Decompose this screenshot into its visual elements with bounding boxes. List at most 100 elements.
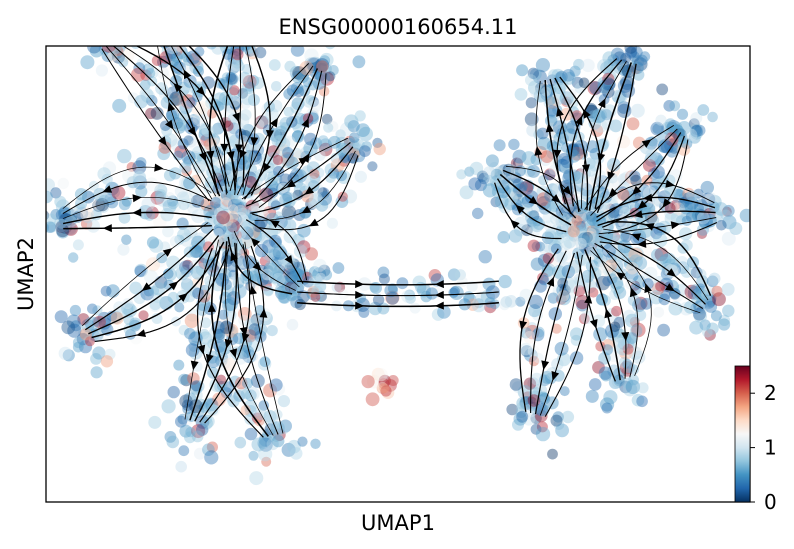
- cell-point: [688, 131, 701, 144]
- streamline-arrow: [434, 280, 444, 289]
- cell-point: [613, 374, 625, 387]
- cell-point: [621, 249, 632, 261]
- streamline-arrow: [607, 171, 616, 182]
- cell-point: [590, 229, 604, 243]
- streamline: [84, 228, 214, 331]
- cell-point: [179, 176, 192, 190]
- cell-point: [100, 355, 114, 368]
- cell-point: [166, 255, 181, 270]
- cell-point: [223, 205, 234, 216]
- streamline-arrow: [519, 320, 528, 331]
- cell-point: [147, 67, 159, 79]
- cell-point: [228, 199, 240, 211]
- cell-point: [179, 270, 192, 283]
- cell-point: [718, 318, 731, 331]
- cell-point: [552, 252, 566, 267]
- cell-point: [166, 2, 179, 15]
- cell-point: [179, 424, 193, 438]
- cell-point: [114, 22, 124, 32]
- cell-point: [659, 253, 672, 266]
- cell-point: [283, 106, 294, 117]
- cell-point: [46, 221, 56, 233]
- cell-point: [234, 198, 247, 211]
- cell-point: [587, 245, 599, 257]
- cell-point: [268, 222, 282, 236]
- cell-point: [379, 383, 390, 394]
- streamline: [188, 46, 245, 188]
- colorbar-tick-label: 0: [764, 490, 777, 514]
- streamline: [580, 60, 627, 209]
- cell-point: [546, 107, 558, 119]
- cell-point: [669, 124, 685, 139]
- streamline-arrow: [604, 308, 613, 319]
- streamline-arrow: [286, 179, 296, 188]
- cell-point: [231, 212, 243, 223]
- cell-point: [222, 192, 236, 206]
- cell-point: [660, 290, 671, 301]
- streamline: [252, 213, 308, 281]
- cell-point: [220, 192, 235, 207]
- cell-point: [56, 224, 69, 238]
- cell-point: [89, 46, 104, 58]
- cell-point: [509, 378, 523, 391]
- cell-point: [166, 46, 177, 55]
- cell-point: [609, 231, 620, 242]
- cell-point: [156, 23, 168, 35]
- cell-point: [174, 30, 187, 43]
- cell-point: [254, 115, 269, 130]
- cell-point: [525, 398, 538, 412]
- cell-point: [286, 84, 299, 97]
- cell-point: [323, 122, 334, 133]
- cell-point: [76, 332, 90, 346]
- cell-point: [361, 375, 375, 389]
- cell-point: [244, 427, 258, 441]
- cell-point: [316, 71, 331, 85]
- cell-point: [265, 107, 279, 122]
- cell-point: [540, 370, 554, 384]
- cell-point: [112, 98, 127, 113]
- cell-point: [245, 171, 257, 183]
- streamline-arrow: [197, 344, 206, 355]
- cell-point: [565, 239, 578, 253]
- cell-point: [259, 356, 271, 368]
- cell-point: [213, 328, 226, 341]
- cell-point: [220, 197, 232, 210]
- cell-point: [670, 288, 684, 303]
- cell-point: [537, 242, 550, 254]
- cell-point: [566, 230, 578, 242]
- cell-point: [58, 346, 72, 361]
- cell-point: [252, 219, 266, 233]
- cell-point: [718, 314, 731, 326]
- cell-point: [671, 121, 683, 132]
- streamline: [544, 80, 572, 214]
- cell-point: [454, 269, 466, 281]
- cell-point: [231, 209, 244, 221]
- cell-point: [213, 92, 227, 106]
- cell-point: [516, 402, 527, 413]
- cell-point: [100, 25, 110, 35]
- cell-point: [331, 300, 342, 312]
- cell-point: [576, 223, 588, 235]
- cell-point: [290, 101, 303, 114]
- cell-point: [614, 337, 628, 352]
- cell-point: [578, 218, 591, 232]
- cell-point: [552, 284, 567, 298]
- cell-point: [223, 227, 237, 242]
- cell-point: [134, 265, 147, 277]
- cell-point: [578, 232, 590, 245]
- cell-point: [321, 113, 333, 125]
- cell-point: [256, 153, 271, 168]
- cell-point: [625, 332, 638, 344]
- cell-point: [163, 17, 174, 28]
- cell-point: [107, 16, 121, 30]
- cell-point: [227, 395, 240, 408]
- streamline: [184, 239, 219, 420]
- cell-point: [306, 161, 320, 175]
- cell-point: [80, 55, 95, 70]
- cell-point: [680, 209, 693, 222]
- cell-point: [242, 223, 255, 237]
- cell-point: [162, 20, 172, 30]
- cell-point: [500, 296, 513, 308]
- cell-point: [512, 158, 523, 169]
- cell-point: [649, 179, 661, 191]
